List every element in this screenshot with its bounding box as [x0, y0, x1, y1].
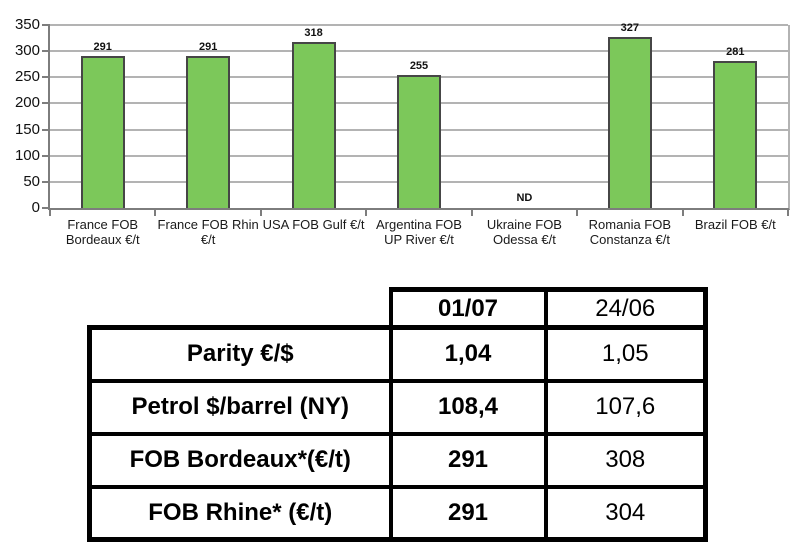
- category-slot: 327 Romania FOB Constanza €/t: [577, 22, 682, 247]
- x-axis-tick: [259, 208, 262, 216]
- category-label: USA FOB Gulf €/t: [262, 217, 365, 232]
- bar-value-label: 291: [93, 40, 112, 53]
- category-label: Argentina FOB UP River €/t: [375, 217, 462, 247]
- fob-prices-bar-chart: 0 50 100 150 200 250 300 350 291 France FOB Bord…: [0, 0, 800, 260]
- y-axis-tick: [42, 180, 50, 183]
- value-current: 291: [388, 431, 548, 489]
- table-row-fob-rhine: FOB Rhine* (€/t) 291 304: [87, 484, 708, 542]
- x-axis-tick: [576, 208, 579, 216]
- bar: [713, 61, 758, 208]
- y-axis-label: 100: [14, 146, 40, 164]
- y-axis-label: 250: [14, 68, 40, 86]
- bar-value-label: 291: [198, 40, 218, 53]
- y-axis-tick: [42, 128, 50, 131]
- category-slot: 291 France FOB Rhin €/t: [155, 25, 260, 247]
- category-label: Brazil FOB €/t: [694, 217, 776, 232]
- category-label: Romania FOB Constanza €/t: [588, 217, 672, 247]
- row-label: FOB Rhine* (€/t): [87, 484, 393, 542]
- bar-value-label: 281: [726, 46, 745, 59]
- no-data-label: ND: [516, 192, 533, 204]
- row-label: Petrol $/barrel (NY): [87, 378, 393, 436]
- value-previous: 304: [543, 484, 708, 542]
- value-previous: 107,6: [543, 378, 708, 436]
- value-current: 291: [388, 484, 548, 542]
- bar: [80, 55, 125, 208]
- x-axis-tick: [470, 208, 473, 216]
- value-current: 1,04: [388, 325, 548, 383]
- gridline: [50, 24, 788, 26]
- table-corner-spacer: [90, 290, 391, 328]
- plot-area: 291 France FOB Bordeaux €/t 291 France FOB …: [42, 22, 790, 247]
- category-label: Ukraine FOB Odessa €/t: [486, 217, 562, 247]
- table-row-fob-bordeaux: FOB Bordeaux*(€/t) 291 308: [87, 431, 708, 489]
- y-axis-label: 350: [14, 16, 40, 33]
- value-current: 108,4: [388, 378, 548, 436]
- column-header-previous: 24/06: [543, 287, 708, 330]
- y-axis-label: 150: [14, 120, 40, 138]
- y-axis-tick: [42, 76, 50, 79]
- y-axis-tick: [42, 102, 50, 105]
- bar-value-label: 327: [620, 22, 640, 35]
- x-axis-tick: [787, 208, 789, 216]
- category-slot: ND Ukraine FOB Odessa €/t: [472, 25, 577, 247]
- category-label: France FOB Rhin €/t: [157, 217, 259, 247]
- bar: [186, 55, 231, 208]
- table-header-row: 01/07 24/06: [90, 287, 708, 330]
- bar: [291, 41, 336, 208]
- y-axis-tick: [42, 154, 50, 157]
- category-slot: 255 Argentina FOB UP River €/t: [366, 25, 471, 247]
- y-axis-label: 200: [14, 94, 40, 112]
- price-table: 01/07 24/06 Parity €/$ 1,04 1,05 Petrol …: [87, 287, 708, 542]
- bar: [396, 74, 441, 208]
- category-slot: 318 USA FOB Gulf €/t: [261, 25, 366, 232]
- value-previous: 308: [543, 431, 708, 489]
- x-axis-tick: [365, 208, 368, 216]
- table-row-petrol: Petrol $/barrel (NY) 108,4 107,6: [87, 378, 708, 436]
- value-previous: 1,05: [543, 325, 708, 383]
- bar-value-label: 255: [409, 59, 429, 72]
- category-label: France FOB Bordeaux €/t: [65, 217, 140, 247]
- table-row-parity: Parity €/$ 1,04 1,05: [87, 325, 708, 383]
- bar-value-label: 318: [304, 26, 323, 39]
- y-axis-labels: 0 50 100 150 200 250 300 350: [0, 16, 40, 216]
- y-axis-tick: [42, 207, 50, 209]
- row-label: Parity €/$: [87, 325, 393, 383]
- y-axis-label: 50: [23, 172, 40, 190]
- row-label: FOB Bordeaux*(€/t): [87, 431, 393, 489]
- y-axis-label: 0: [31, 199, 40, 216]
- x-axis-tick: [154, 208, 157, 216]
- category-slot: 281 Brazil FOB €/t: [683, 25, 788, 232]
- y-axis-label: 300: [14, 42, 40, 60]
- x-axis-tick: [681, 208, 684, 216]
- y-axis-tick: [42, 24, 50, 26]
- y-axis-tick: [42, 50, 50, 53]
- x-axis-tick: [49, 208, 51, 216]
- bar: [607, 37, 652, 208]
- column-header-current: 01/07: [388, 287, 548, 330]
- gridline: [50, 50, 788, 53]
- category-slot: 291 France FOB Bordeaux €/t: [50, 25, 155, 247]
